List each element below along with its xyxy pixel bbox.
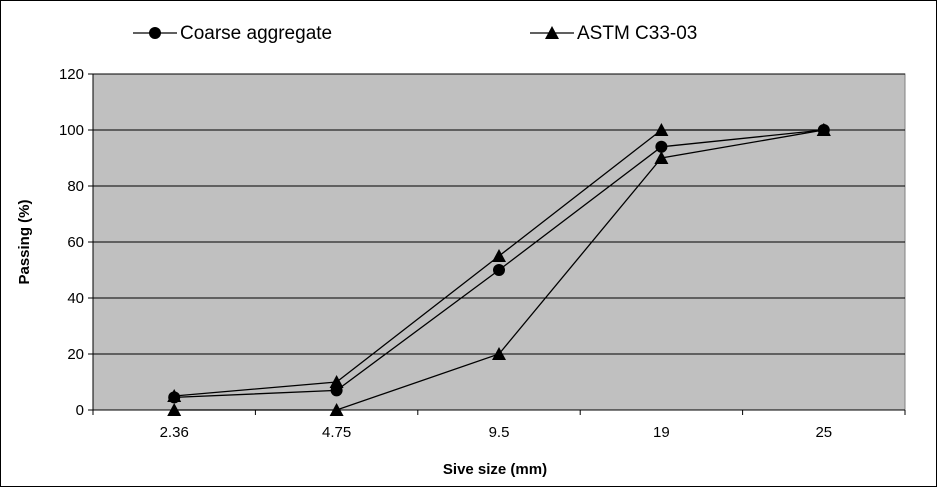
astm-upper-point [654,123,669,136]
astm-lower-point [816,123,831,136]
x-axis-title: Sive size (mm) [443,461,547,478]
legend-item-coarse-aggregate: Coarse aggregate [133,23,332,44]
astm-upper-point [167,389,182,402]
x-tick-label: 9.5 [489,424,510,441]
y-tick-label: 60 [67,234,84,251]
y-axis-title: Passing (%) [16,199,33,284]
astm-upper-point [329,375,344,388]
coarse-aggregate-point [493,264,505,276]
astm-lower-point [167,403,182,416]
legend-label: Coarse aggregate [180,23,332,44]
y-tick-label: 20 [67,346,84,363]
legend-label: ASTM C33-03 [577,23,697,44]
y-tick-label: 0 [76,402,84,419]
legend-item-astm: ASTM C33-03 [530,23,697,44]
astm-lower-point [329,403,344,416]
y-tick-label: 120 [59,66,84,83]
coarse-aggregate-point [655,140,668,153]
astm-lower-point [654,151,669,164]
x-tick-label: 2.36 [160,424,189,441]
legend-triangle-marker [545,26,559,39]
y-tick-label: 80 [67,178,84,195]
x-tick-label: 19 [653,424,670,441]
astm-lower-point [492,347,506,360]
x-tick-label: 25 [815,424,832,441]
legend-circle-marker [149,27,161,39]
astm-upper-point [492,249,506,262]
y-tick-label: 40 [67,290,84,307]
x-tick-label: 4.75 [322,424,351,441]
y-tick-label: 100 [59,122,84,139]
